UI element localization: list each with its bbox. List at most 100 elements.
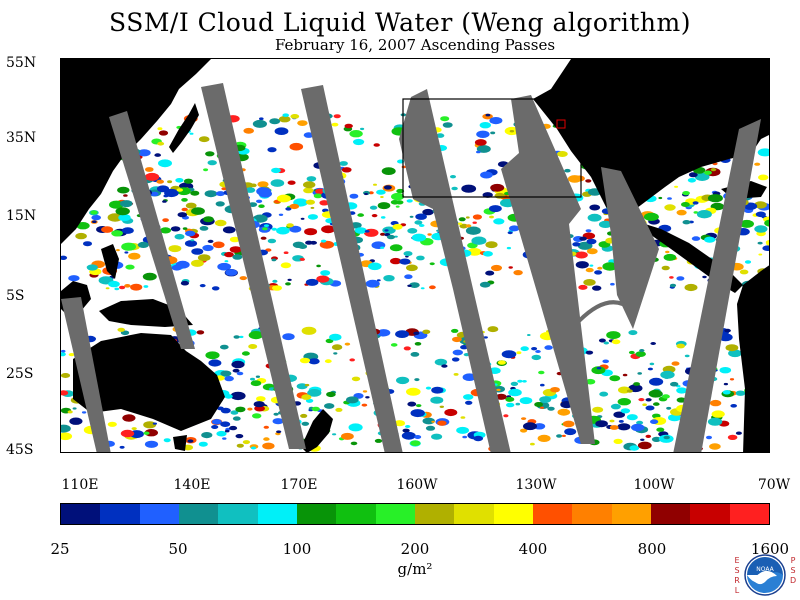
cloud-patch [437,420,447,426]
cloud-patch [520,346,529,352]
cloud-patch [214,219,227,227]
cloud-patch [224,375,234,382]
cloud-patch [255,375,260,378]
cloud-patch [310,206,315,209]
cloud-patch [229,246,242,253]
cloud-patch [304,383,310,387]
cloud-patch [452,336,462,343]
colorbar-swatch [100,504,140,524]
cloud-patch [650,342,656,345]
cloud-patch [217,262,232,271]
swath-gap-4 [399,89,511,452]
cloud-patch [658,196,663,200]
cloud-patch [68,275,80,282]
cloud-patch [476,145,491,153]
cloud-patch [271,227,277,231]
cloud-patch [68,353,75,357]
cloud-patch [212,241,225,249]
cloud-patch [205,351,220,360]
cloud-patch [380,246,385,249]
cloud-patch [507,231,513,235]
cloud-patch [457,222,463,225]
cloud-patch [303,181,316,189]
cloud-patch [371,214,378,218]
cloud-patch [324,403,335,409]
cloud-patch [420,287,425,290]
cloud-patch [411,233,427,242]
land-north-america [533,59,769,217]
cloud-patch [225,269,238,276]
swath-gap-8 [61,297,111,452]
cloud-patch [637,372,642,375]
cloud-patch [489,205,502,213]
swath-gap-3 [301,85,403,452]
cloud-patch [256,199,263,203]
cloud-patch [245,187,256,193]
cloud-patch [666,406,672,410]
colorbar-tick-25: 25 [50,540,70,558]
cloud-patch [414,435,422,439]
cloud-patch [578,284,588,290]
cloud-patch [180,280,189,286]
cloud-patch [311,406,320,412]
cloud-patch [547,406,555,411]
cloud-patch [333,114,341,119]
cloud-patch [241,351,250,356]
cloud-patch [509,225,520,232]
cloud-patch [229,236,240,243]
colorbar-tick-200: 200 [400,540,430,558]
cloud-patch [377,202,391,210]
cloud-patch [465,224,472,228]
cloud-patch [439,405,444,408]
cloud-patch [61,390,69,396]
cloud-patch [431,386,444,394]
cloud-patch [592,285,602,291]
cloud-patch [485,270,495,276]
cloud-patch [276,194,291,203]
cloud-patch [515,402,521,406]
cloud-patch [503,414,509,418]
cloud-patch [105,287,110,290]
colorbar-units: g/m² [397,560,433,578]
cloud-patch [540,406,544,409]
cloud-patch [344,342,351,346]
cloud-patch [306,176,317,182]
cloud-patch [645,398,652,402]
cloud-patch [189,132,194,135]
cloud-patch [628,350,635,355]
cloud-patch [61,432,73,441]
cloud-patch [282,113,289,117]
cloud-patch [465,226,481,235]
cloud-patch [208,359,222,367]
cloud-patch [460,345,469,350]
cloud-patch [409,215,414,218]
cloud-patch [407,401,417,407]
cloud-patch [609,419,615,423]
colorbar-swatch [493,504,533,524]
cloud-patch [158,130,169,136]
cloud-patch [76,222,90,230]
cloud-patch [313,193,323,199]
cloud-patch [758,174,769,181]
cloud-patch [611,339,621,345]
cloud-patch [704,236,716,243]
cloud-patch [116,249,120,252]
cloud-patch [722,390,731,395]
cloud-patch [215,201,225,207]
cloud-patch [177,212,188,218]
cloud-patch [626,414,638,421]
cloud-patch [274,127,289,135]
cloud-patch [236,371,244,376]
cloud-patch [91,214,101,221]
cloud-patch [422,329,431,334]
cloud-patch [145,167,154,172]
cloud-patch [220,421,231,428]
cloud-patch [191,248,204,255]
cloud-patch [383,275,395,282]
cloud-patch [61,352,66,357]
cloud-patch [239,276,247,281]
cloud-patch [319,200,330,206]
cloud-patch [101,226,114,233]
cloud-patch [368,191,374,195]
cloud-patch [664,204,676,211]
